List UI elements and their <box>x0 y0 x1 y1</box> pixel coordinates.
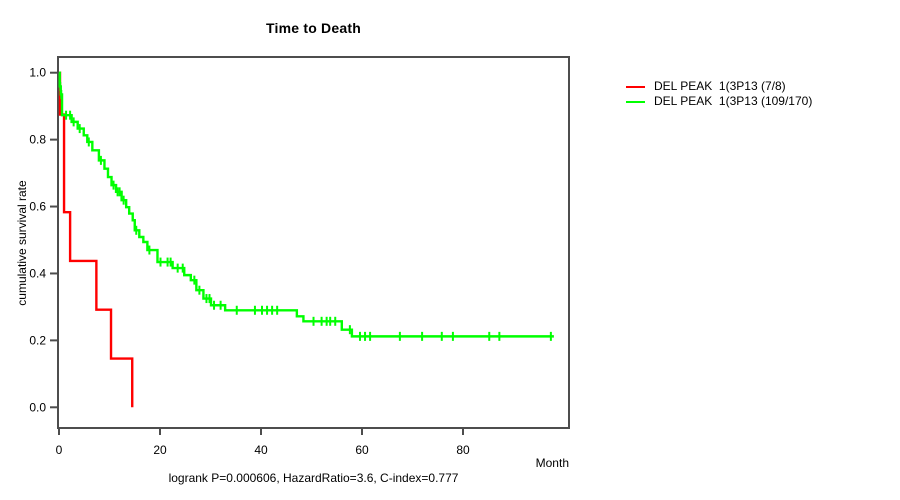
y-tick-label: 0.8 <box>29 133 46 147</box>
x-tick-label: 0 <box>56 443 63 457</box>
survival-curve-group1 <box>58 71 134 408</box>
y-tick-label: 0.6 <box>29 200 46 214</box>
y-tick-label: 0.2 <box>29 333 46 347</box>
x-tick-label: 60 <box>355 443 369 457</box>
legend-label: DEL PEAK 1(3P13 (109/170) <box>654 94 813 108</box>
chart-title: Time to Death <box>266 20 361 36</box>
legend-item-group2: DEL PEAK 1(3P13 (109/170) <box>626 94 812 109</box>
x-tick-label: 20 <box>153 443 167 457</box>
stats-annotation: logrank P=0.000606, HazardRatio=3.6, C-i… <box>168 471 459 485</box>
y-tick-label: 1.0 <box>29 66 46 80</box>
survival-curve-group2 <box>58 71 554 338</box>
x-tick-label: 40 <box>254 443 268 457</box>
legend: DEL PEAK 1(3P13 (7/8) DEL PEAK 1(3P13 (1… <box>626 79 812 109</box>
legend-label: DEL PEAK 1(3P13 (7/8) <box>654 79 786 93</box>
y-tick-label: 0.4 <box>29 266 46 280</box>
legend-line-icon <box>626 100 645 103</box>
y-tick-label: 0.0 <box>29 400 46 414</box>
x-axis-title: Month <box>535 456 569 470</box>
legend-line-icon <box>626 85 645 88</box>
legend-item-group1: DEL PEAK 1(3P13 (7/8) <box>626 79 812 94</box>
x-tick-label: 80 <box>456 443 470 457</box>
plot-box <box>57 56 570 429</box>
